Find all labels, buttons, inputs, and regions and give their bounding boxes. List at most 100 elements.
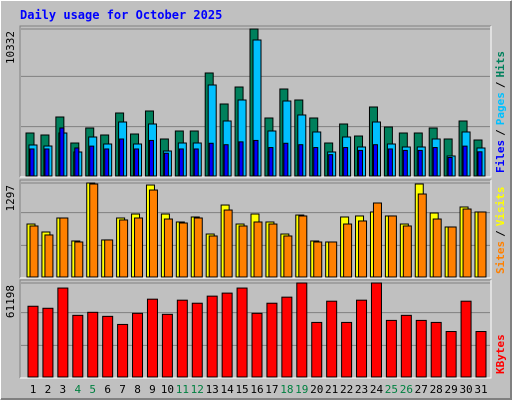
bar (432, 147, 438, 177)
bar (253, 221, 263, 278)
legend: KBytes (494, 334, 507, 374)
plot-border-light (20, 280, 492, 379)
x-tick-label: 20 (310, 383, 323, 396)
x-tick-label: 3 (60, 383, 67, 396)
bar (238, 225, 248, 278)
bar (268, 147, 274, 177)
x-tick-label: 24 (370, 383, 384, 396)
bar (417, 193, 427, 278)
bar (415, 319, 427, 378)
bar (44, 148, 50, 177)
bar (59, 217, 69, 278)
bar (462, 208, 472, 278)
bar (372, 144, 378, 177)
bar (206, 295, 218, 378)
bar (281, 296, 293, 378)
x-tick-label: 28 (430, 383, 443, 396)
legend-entry: Pages (494, 92, 507, 125)
legend-entry: Hits (494, 51, 507, 78)
bar (119, 138, 125, 177)
x-tick-label: 11 (176, 383, 189, 396)
x-tick-label: 1 (30, 383, 37, 396)
y-tick-label: 61198 (4, 285, 17, 318)
bar (328, 154, 334, 177)
bar (89, 145, 95, 177)
y-tick-label: 10332 (4, 31, 17, 64)
bar (178, 222, 188, 278)
bar (104, 239, 114, 278)
bar (119, 219, 129, 278)
x-tick-label: 19 (295, 383, 308, 396)
bar (221, 292, 233, 378)
bar (42, 307, 54, 378)
bar (311, 321, 323, 378)
bar (89, 183, 99, 278)
bar (402, 225, 412, 278)
bar (445, 331, 457, 378)
bar (387, 148, 393, 177)
bar (447, 226, 457, 278)
legend-separator: / (494, 81, 507, 88)
bar (296, 282, 308, 378)
x-tick-label: 17 (265, 383, 278, 396)
bar (372, 202, 382, 278)
bar (44, 234, 54, 278)
x-tick-label: 12 (191, 383, 204, 396)
x-tick-label: 31 (474, 383, 487, 396)
bar (400, 314, 412, 378)
legend-entry: Files (494, 140, 507, 173)
x-tick-label: 6 (104, 383, 111, 396)
bar (191, 302, 203, 378)
legend: Sites / Visits (494, 187, 507, 275)
y-tick-label: 1297 (4, 185, 17, 212)
bar (477, 211, 487, 278)
bar (134, 217, 144, 278)
bar (74, 147, 80, 177)
bar (178, 148, 184, 177)
bar (57, 287, 69, 378)
legend-entry: Sites (494, 241, 507, 274)
x-tick-label: 23 (355, 383, 368, 396)
bar (253, 139, 259, 177)
legend-entry: KBytes (494, 334, 507, 374)
bar (358, 149, 364, 177)
bar (343, 147, 349, 177)
bar (102, 315, 114, 378)
bar (370, 282, 382, 378)
bar (176, 299, 188, 378)
bar (148, 189, 158, 278)
x-tick-label: 9 (149, 383, 156, 396)
x-tick-label: 4 (74, 383, 81, 396)
bar (163, 218, 173, 278)
bar (430, 321, 442, 378)
x-tick-label: 25 (385, 383, 398, 396)
bar (59, 127, 65, 177)
bar (462, 145, 468, 177)
bar (251, 312, 263, 378)
bar (74, 241, 84, 278)
bar (193, 217, 203, 278)
bar (223, 144, 229, 177)
legend-separator: / (494, 230, 507, 237)
x-tick-label: 29 (445, 383, 458, 396)
bar (341, 321, 353, 378)
bar (163, 152, 169, 177)
bar (208, 142, 214, 177)
bar (29, 148, 35, 177)
bar (385, 319, 397, 378)
bar (326, 300, 338, 378)
bar (447, 157, 453, 177)
x-tick-label: 8 (134, 383, 141, 396)
plot-border-light (20, 180, 492, 279)
bar (313, 147, 319, 177)
plot-border-light (20, 26, 492, 178)
legend-entry: Visits (494, 187, 507, 227)
bar (402, 149, 408, 177)
bar (117, 323, 129, 378)
bar (460, 300, 472, 378)
bar (432, 218, 442, 278)
bar (208, 235, 218, 278)
bar (477, 151, 483, 177)
x-tick-label: 21 (325, 383, 338, 396)
